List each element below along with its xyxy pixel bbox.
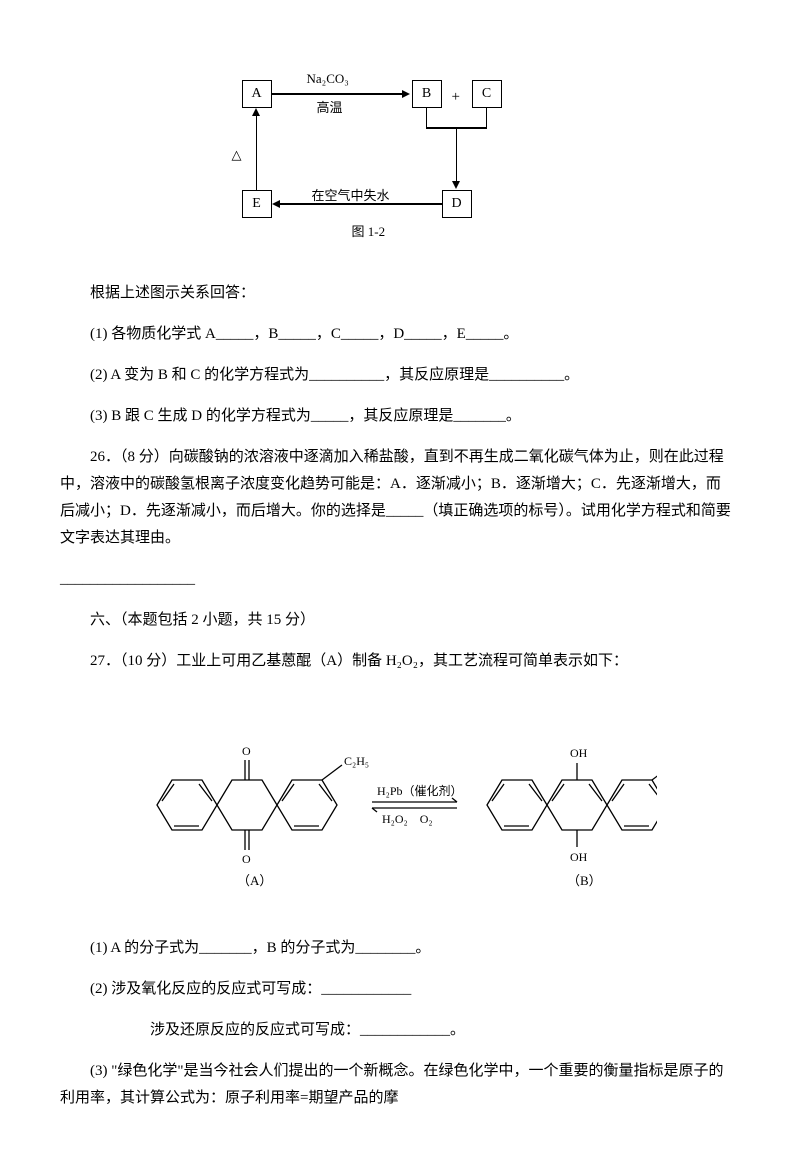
- question-26: 26．（8 分）向碳酸钠的浓溶液中逐滴加入稀盐酸，直到不再生成二氧化碳气体为止，…: [60, 444, 733, 552]
- prompt-intro: 根据上述图示关系回答：: [60, 280, 733, 307]
- question-27-2b: 涉及还原反应的反应式可写成：____________。: [60, 1017, 733, 1044]
- chem-structure-diagram: O O C₂H₅ （A） OH OH C₂H₅ （B） H₂Pb（催化剂） H₂…: [137, 705, 657, 905]
- question-1: (1) 各物质化学式 A_____，B_____，C_____，D_____，E…: [60, 321, 733, 348]
- join-b-down: [426, 108, 428, 128]
- oh-bottom-b: OH: [570, 850, 588, 864]
- o-top-a: O: [242, 744, 251, 758]
- arrow-a-b-head: [402, 90, 410, 98]
- arrow-to-d-head: [452, 181, 460, 189]
- diagram-caption: 图 1-2: [352, 220, 386, 243]
- plus-sign: +: [452, 84, 460, 111]
- reagent-top: H₂Pb（催化剂）: [377, 783, 463, 798]
- box-e: E: [242, 190, 272, 218]
- arrow-a-b-line: [272, 93, 404, 95]
- arrow-d-e-head: [272, 200, 280, 208]
- join-to-d: [456, 127, 458, 182]
- diagram-1-2: A B + C Na₂CO₃ 高温 E D △ 在空气中失水 图 1-2: [222, 70, 572, 250]
- arrow-e-a-head: [252, 108, 260, 116]
- c2h5-a: C₂H₅: [344, 754, 369, 768]
- question-2: (2) A 变为 B 和 C 的化学方程式为__________，其反应原理是_…: [60, 362, 733, 389]
- chem-svg: O O C₂H₅ （A） OH OH C₂H₅ （B） H₂Pb（催化剂） H₂…: [137, 705, 657, 905]
- question-27: 27．（10 分）工业上可用乙基蒽醌（A）制备 H₂O₂，其工艺流程可简单表示如…: [60, 648, 733, 675]
- label-na2co3: Na₂CO₃: [307, 67, 349, 90]
- question-27-2: (2) 涉及氧化反应的反应式可写成：____________: [60, 976, 733, 1003]
- arrow-e-a-line: [256, 115, 258, 190]
- section-6: 六、（本题包括 2 小题，共 15 分）: [60, 607, 733, 634]
- box-a: A: [242, 80, 272, 108]
- label-gaowen: 高温: [317, 96, 343, 119]
- oh-top-b: OH: [570, 746, 588, 760]
- o-bottom-a: O: [242, 852, 251, 866]
- box-d: D: [442, 190, 472, 218]
- box-b: B: [412, 80, 442, 108]
- label-delta: △: [232, 143, 242, 166]
- label-b: （B）: [567, 873, 602, 888]
- question-26-blank: __________________: [60, 566, 733, 593]
- question-27-1: (1) A 的分子式为_______，B 的分子式为________。: [60, 935, 733, 962]
- question-3: (3) B 跟 C 生成 D 的化学方程式为_____，其反应原理是______…: [60, 403, 733, 430]
- label-shishui: 在空气中失水: [312, 184, 390, 207]
- box-c: C: [472, 80, 502, 108]
- join-c-down: [486, 108, 488, 128]
- reagent-bottom: H₂O₂ O₂: [382, 812, 433, 826]
- label-a: （A）: [237, 873, 272, 888]
- question-27-3: (3) "绿色化学"是当今社会人们提出的一个新概念。在绿色化学中，一个重要的衡量…: [60, 1058, 733, 1112]
